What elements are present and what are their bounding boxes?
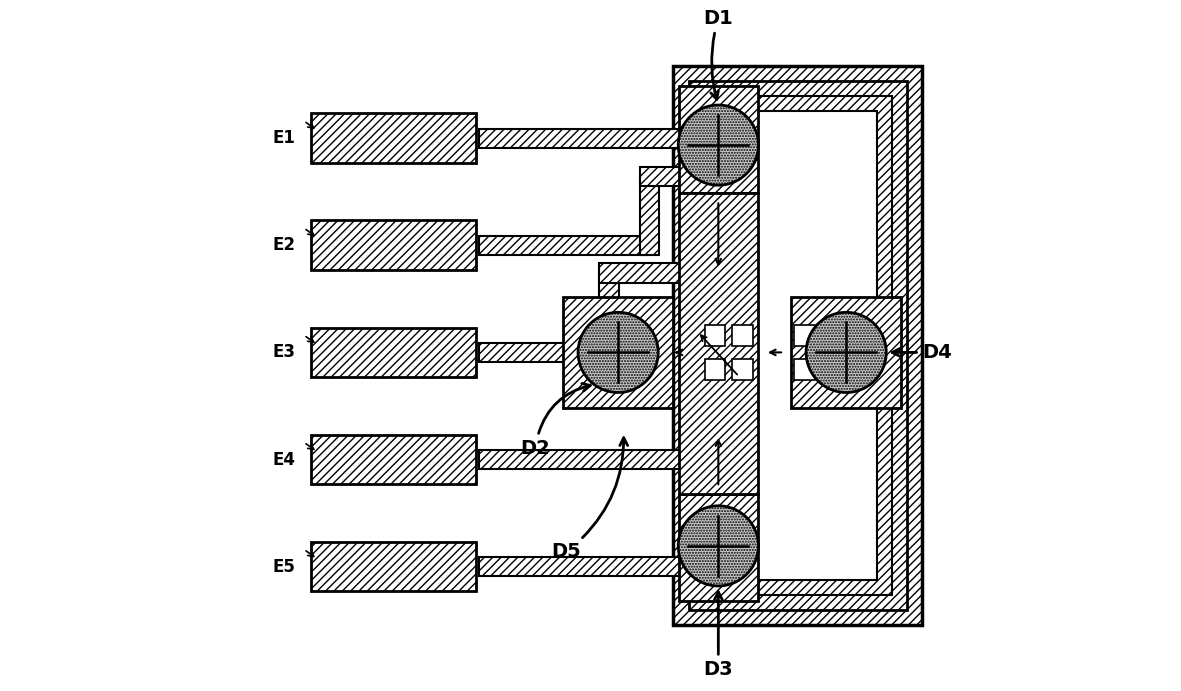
Bar — [679, 193, 758, 494]
Bar — [311, 113, 476, 163]
Bar — [478, 236, 650, 255]
Bar — [478, 557, 705, 576]
Bar — [795, 359, 815, 380]
Text: E2: E2 — [273, 236, 295, 254]
Text: D2: D2 — [521, 384, 590, 457]
Bar — [311, 542, 476, 591]
Bar — [478, 129, 705, 148]
Bar — [478, 450, 705, 469]
Bar — [704, 96, 892, 595]
Text: E1: E1 — [273, 129, 295, 147]
Bar — [563, 297, 673, 408]
Circle shape — [678, 506, 758, 586]
Text: E3: E3 — [273, 343, 295, 361]
Text: D5: D5 — [552, 438, 627, 561]
Bar — [822, 359, 843, 380]
Bar — [732, 359, 752, 380]
Text: E4: E4 — [273, 451, 295, 468]
Bar — [689, 81, 907, 610]
Bar — [679, 86, 758, 193]
Bar — [704, 96, 892, 595]
Bar — [822, 325, 843, 346]
Circle shape — [578, 312, 658, 392]
Bar — [791, 297, 901, 408]
Bar — [311, 435, 476, 484]
Bar — [705, 359, 725, 380]
Bar — [705, 325, 725, 346]
Bar — [640, 176, 659, 255]
Bar — [719, 111, 876, 580]
Text: D3: D3 — [704, 592, 733, 679]
Bar — [679, 494, 758, 601]
Text: D4: D4 — [892, 343, 952, 362]
Bar — [732, 325, 752, 346]
Circle shape — [678, 105, 758, 185]
Text: E5: E5 — [273, 558, 295, 576]
Bar — [478, 343, 609, 362]
Bar — [673, 66, 922, 625]
Bar — [311, 220, 476, 270]
Bar — [795, 325, 815, 346]
Bar — [719, 111, 876, 580]
Bar — [600, 263, 707, 283]
Bar — [640, 167, 707, 186]
Text: D1: D1 — [704, 9, 733, 100]
Bar — [600, 273, 619, 343]
Bar — [311, 328, 476, 377]
Circle shape — [807, 312, 886, 392]
Bar — [689, 81, 907, 610]
